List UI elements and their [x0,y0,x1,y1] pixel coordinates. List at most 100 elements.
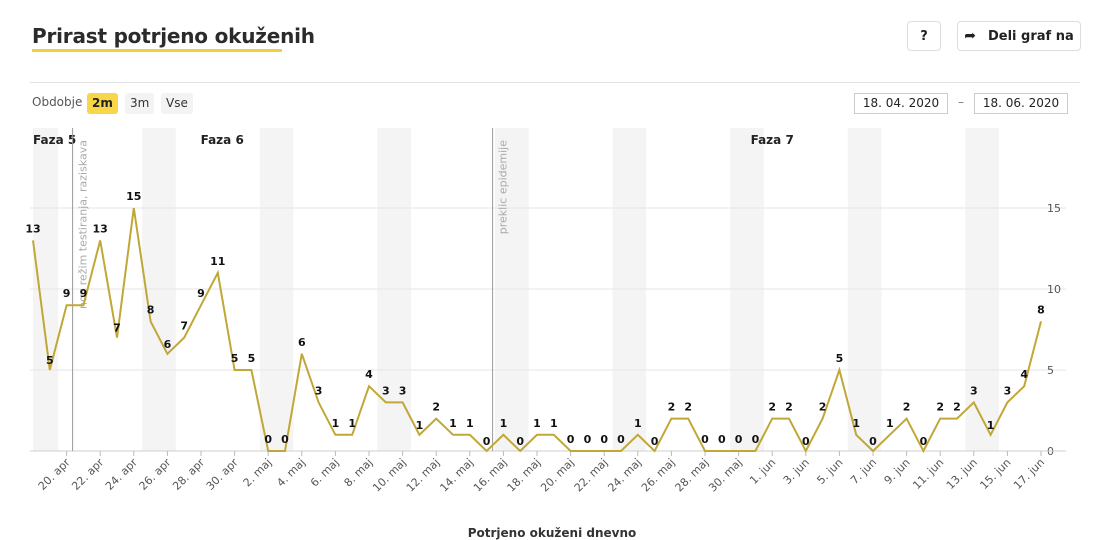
data-label: 2 [432,401,440,414]
data-label: 8 [1037,303,1045,316]
data-label: 9 [80,287,88,300]
x-tick-label: 30. maj [706,456,745,495]
data-label: 2 [903,401,911,414]
data-label: 1 [348,417,356,430]
data-label: 1 [466,417,474,430]
data-label: 3 [1004,384,1012,397]
annotation-label: nov režim testiranja, raziskava [77,140,90,309]
x-tick-label: 7. jun [848,456,879,487]
phase-label: Faza 7 [751,133,794,147]
data-label: 11 [210,255,225,268]
x-tick-label: 4. maj [274,456,308,490]
x-tick-label: 1. jun [747,456,778,487]
x-tick-label: 5. jun [814,456,845,487]
data-label: 5 [231,352,239,365]
data-label: 9 [197,287,205,300]
data-label: 15 [126,190,141,203]
phase-label: Faza 5 [33,133,76,147]
period-option-2m[interactable]: 2m [87,93,118,114]
data-label: 1 [886,417,894,430]
x-tick-label: 11. jun [910,456,946,492]
x-tick-label: 9. jun [882,456,913,487]
data-label: 0 [701,433,709,446]
x-tick-label: 3. jun [781,456,812,487]
period-label: Obdobje [32,95,83,109]
data-label: 0 [920,435,928,448]
data-label: 0 [516,435,524,448]
x-tick-label: 24. maj [605,456,644,495]
y-tick-label: 5 [1047,364,1054,377]
header-divider [30,82,1080,83]
period-option-3m[interactable]: 3m [125,93,155,114]
data-label: 3 [315,384,323,397]
data-label: 0 [718,433,726,446]
x-tick-label: 15. jun [977,456,1013,492]
data-label: 0 [600,433,608,446]
x-tick-label: 10. maj [370,456,409,495]
help-button[interactable]: ? [907,21,941,51]
data-label: 0 [567,433,575,446]
data-label: 2 [819,401,827,414]
data-label: 0 [869,435,877,448]
data-label: 2 [936,401,944,414]
data-label: 4 [365,368,373,381]
data-label: 2 [684,401,692,414]
data-label: 0 [584,433,592,446]
data-label: 1 [987,419,995,432]
x-tick-label: 13. jun [944,456,980,492]
data-label: 0 [264,433,272,446]
data-label: 0 [281,433,289,446]
data-label: 0 [651,435,659,448]
x-tick-label: 6. maj [308,456,342,490]
data-label: 7 [113,322,121,335]
share-arrow-icon: ➦ [964,28,976,44]
x-tick-label: 17. jun [1011,456,1047,492]
share-button-label: Deli graf na [987,28,1074,44]
phase-label: Faza 6 [201,133,244,147]
period-option-all[interactable]: Vse [161,93,193,114]
data-label: 2 [953,401,961,414]
share-button[interactable]: ➦ Deli graf na [957,21,1081,51]
date-to-input[interactable]: 18. 06. 2020 [974,93,1068,114]
data-label: 1 [852,417,860,430]
data-label: 1 [550,417,558,430]
data-label: 0 [735,433,743,446]
y-tick-label: 10 [1047,283,1061,296]
data-label: 2 [768,401,776,414]
data-label: 5 [248,352,256,365]
annotation-label: preklic epidemije [497,140,510,234]
x-tick-label: 26. apr [137,456,174,493]
data-label: 6 [164,338,172,351]
data-label: 0 [617,433,625,446]
data-label: 2 [668,401,676,414]
title-underline [32,49,282,52]
x-tick-label: 12. maj [404,456,443,495]
data-label: 8 [147,303,155,316]
data-label: 0 [483,435,491,448]
x-tick-label: 24. apr [103,456,140,493]
x-tick-label: 26. maj [639,456,678,495]
x-tick-label: 2. maj [241,456,275,490]
data-label: 1 [449,417,457,430]
date-from-input[interactable]: 18. 04. 2020 [854,93,948,114]
data-label: 3 [970,384,978,397]
series-line [32,207,1042,454]
data-label: 4 [1020,368,1028,381]
data-label: 9 [63,287,71,300]
y-tick-label: 15 [1047,202,1061,215]
x-tick-label: 14. maj [437,456,476,495]
x-axis-title: Potrjeno okuženi dnevno [467,526,637,540]
data-label: 1 [500,417,508,430]
x-tick-label: 16. maj [471,456,510,495]
data-label: 2 [785,401,793,414]
data-label: 7 [180,320,188,333]
data-label: 3 [399,384,407,397]
data-label: 6 [298,336,306,349]
x-tick-label: 28. apr [170,456,207,493]
data-label: 5 [836,352,844,365]
x-tick-label: 22. maj [572,456,611,495]
x-tick-label: 18. maj [505,456,544,495]
x-tick-label: 30. apr [204,456,241,493]
data-label: 1 [332,417,340,430]
